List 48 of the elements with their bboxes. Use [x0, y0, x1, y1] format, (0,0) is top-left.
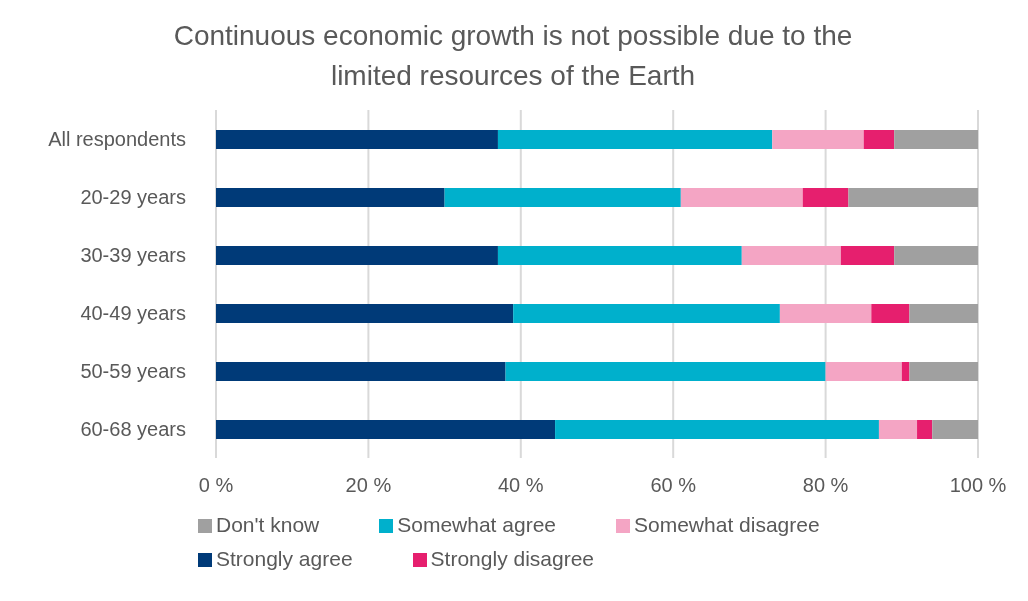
y-tick-label: All respondents [48, 128, 186, 151]
x-tick-label: 20 % [345, 474, 392, 497]
legend-label: Don't know [216, 513, 320, 536]
y-tick-label: 40-49 years [80, 302, 186, 325]
legend-label: Somewhat agree [397, 513, 556, 536]
bar [871, 304, 910, 323]
bar [497, 130, 773, 149]
bar [513, 304, 780, 323]
bar [555, 420, 879, 439]
bar [444, 188, 681, 207]
x-tick-label: 0 % [198, 474, 234, 497]
bar [894, 130, 978, 149]
bar [216, 188, 445, 207]
bar [825, 362, 902, 381]
bar [216, 362, 506, 381]
bar [848, 188, 978, 207]
bar [901, 362, 910, 381]
bar [878, 420, 918, 439]
legend-label: Strongly agree [216, 547, 353, 570]
bar [840, 246, 895, 265]
y-tick-label: 30-39 years [80, 244, 186, 267]
x-tick-label: 100 % [949, 474, 1007, 497]
bar [505, 362, 826, 381]
bar [216, 304, 514, 323]
y-tick-label: 20-29 years [80, 186, 186, 209]
y-tick-label: 60-68 years [80, 418, 186, 441]
bar [497, 246, 742, 265]
legend-label: Strongly disagree [430, 547, 595, 570]
bar [216, 130, 498, 149]
bar [863, 130, 895, 149]
chart-title: Continuous economic growth is not possible due to the limited resources of the Earth [172, 19, 854, 93]
bar [216, 420, 556, 439]
bar [909, 362, 978, 381]
bar [802, 188, 849, 207]
bar [216, 246, 498, 265]
bar [680, 188, 803, 207]
legend-label: Somewhat disagree [634, 513, 820, 536]
bar [894, 246, 978, 265]
bar [772, 130, 864, 149]
bar [779, 304, 872, 323]
bar [932, 420, 978, 439]
bar [909, 304, 978, 323]
x-tick-label: 60 % [650, 474, 697, 497]
bar [741, 246, 841, 265]
y-tick-label: 50-59 years [80, 360, 186, 383]
x-tick-label: 40 % [498, 474, 544, 497]
x-tick-label: 80 % [802, 474, 849, 497]
bar [917, 420, 933, 439]
